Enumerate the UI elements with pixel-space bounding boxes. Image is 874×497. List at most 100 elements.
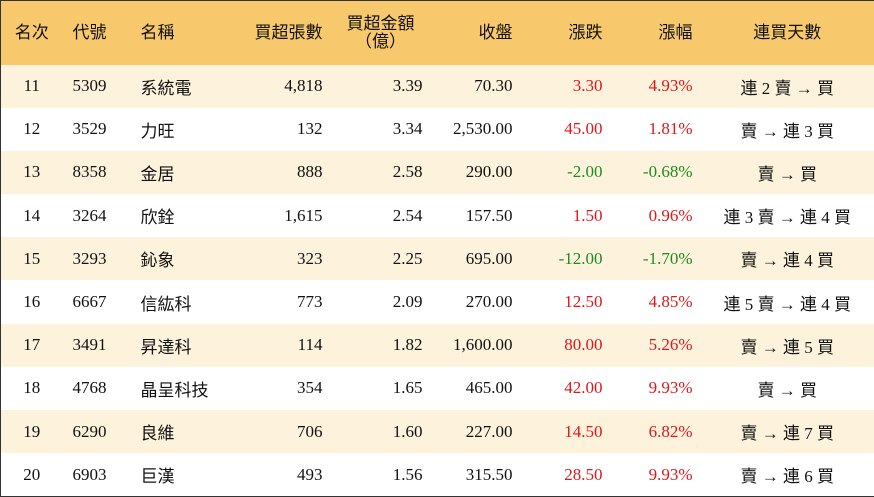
table-cell: 14.50 — [521, 410, 611, 453]
table-cell: 5309 — [63, 65, 131, 108]
table-cell: 42.00 — [521, 367, 611, 410]
table-cell: 1.50 — [521, 194, 611, 237]
table-cell: 4768 — [63, 367, 131, 410]
column-header: 買超金額 （億） — [331, 1, 431, 65]
table-cell: 3293 — [63, 237, 131, 280]
table-cell: 4.93% — [611, 65, 701, 108]
table-cell: 1.65 — [331, 367, 431, 410]
table-cell: 157.50 — [431, 194, 521, 237]
table-cell: 1.60 — [331, 410, 431, 453]
table-cell: 0.96% — [611, 194, 701, 237]
table-cell: 9.93% — [611, 453, 701, 496]
table-cell: 金居 — [131, 151, 221, 194]
table-cell: 19 — [1, 410, 63, 453]
table-cell: 270.00 — [431, 280, 521, 323]
table-cell: 3529 — [63, 108, 131, 151]
table-cell: 信紘科 — [131, 280, 221, 323]
table-cell: 2,530.00 — [431, 108, 521, 151]
table-cell: 賣 → 買 — [701, 367, 874, 410]
table-cell: 賣 → 買 — [701, 151, 874, 194]
table-cell: 773 — [221, 280, 331, 323]
table-cell: 4.85% — [611, 280, 701, 323]
table-cell: 227.00 — [431, 410, 521, 453]
table-cell: 695.00 — [431, 237, 521, 280]
header-row: 名次代號名稱買超張數買超金額 （億）收盤漲跌漲幅連買天數 — [1, 1, 874, 65]
table-cell: 315.50 — [431, 453, 521, 496]
table-cell: 114 — [221, 324, 331, 367]
table-cell: 2.58 — [331, 151, 431, 194]
table-cell: 323 — [221, 237, 331, 280]
table-cell: 1.82 — [331, 324, 431, 367]
table-cell: 巨漢 — [131, 453, 221, 496]
table-cell: 連 2 賣 → 買 — [701, 65, 874, 108]
table-cell: 1,600.00 — [431, 324, 521, 367]
column-header: 名次 — [1, 1, 63, 65]
table-cell: 3.30 — [521, 65, 611, 108]
table-cell: 4,818 — [221, 65, 331, 108]
table-cell: 888 — [221, 151, 331, 194]
table-cell: 賣 → 連 6 買 — [701, 453, 874, 496]
table-cell: -1.70% — [611, 237, 701, 280]
table-cell: 18 — [1, 367, 63, 410]
table-cell: 6.82% — [611, 410, 701, 453]
column-header: 漲幅 — [611, 1, 701, 65]
table-cell: -0.68% — [611, 151, 701, 194]
table-cell: 昇達科 — [131, 324, 221, 367]
table-cell: 賣 → 連 3 買 — [701, 108, 874, 151]
table-cell: 14 — [1, 194, 63, 237]
table-cell: 1,615 — [221, 194, 331, 237]
column-header: 名稱 — [131, 1, 221, 65]
table-cell: 3264 — [63, 194, 131, 237]
column-header: 連買天數 — [701, 1, 874, 65]
table-cell: 鈊象 — [131, 237, 221, 280]
table-cell: 12.50 — [521, 280, 611, 323]
table-cell: 賣 → 連 7 買 — [701, 410, 874, 453]
table-cell: 20 — [1, 453, 63, 496]
table-cell: 連 3 賣 → 連 4 買 — [701, 194, 874, 237]
table-cell: 連 5 賣 → 連 4 買 — [701, 280, 874, 323]
table-cell: -2.00 — [521, 151, 611, 194]
table-cell: 45.00 — [521, 108, 611, 151]
table-cell: 欣銓 — [131, 194, 221, 237]
table-cell: 70.30 — [431, 65, 521, 108]
column-header: 代號 — [63, 1, 131, 65]
table-cell: 290.00 — [431, 151, 521, 194]
table-cell: 6903 — [63, 453, 131, 496]
table-cell: 5.26% — [611, 324, 701, 367]
table-cell: 2.09 — [331, 280, 431, 323]
table-cell: 80.00 — [521, 324, 611, 367]
table-cell: 28.50 — [521, 453, 611, 496]
table-cell: -12.00 — [521, 237, 611, 280]
table-cell: 6290 — [63, 410, 131, 453]
table-cell: 354 — [221, 367, 331, 410]
table-cell: 賣 → 連 5 買 — [701, 324, 874, 367]
column-header: 買超張數 — [221, 1, 331, 65]
table-cell: 1.81% — [611, 108, 701, 151]
table-cell: 8358 — [63, 151, 131, 194]
table-cell: 11 — [1, 65, 63, 108]
table-cell: 16 — [1, 280, 63, 323]
table-cell: 132 — [221, 108, 331, 151]
table-cell: 2.54 — [331, 194, 431, 237]
table-cell: 3.34 — [331, 108, 431, 151]
table-cell: 2.25 — [331, 237, 431, 280]
table-cell: 9.93% — [611, 367, 701, 410]
table-cell: 力旺 — [131, 108, 221, 151]
table-cell: 15 — [1, 237, 63, 280]
table-cell: 17 — [1, 324, 63, 367]
table-cell: 3.39 — [331, 65, 431, 108]
table-cell: 465.00 — [431, 367, 521, 410]
table-cell: 6667 — [63, 280, 131, 323]
